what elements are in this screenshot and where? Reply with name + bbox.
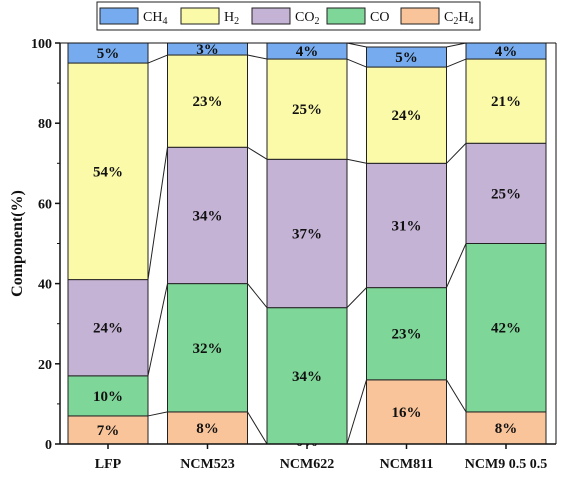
bar-segment-co2-ncm811: [366, 162, 447, 289]
legend-text-part: H: [224, 10, 234, 25]
data-label-ch4-ncm622: 4%: [296, 44, 319, 60]
legend-text-part: C: [444, 10, 453, 25]
connector-line: [147, 411, 168, 417]
y-tick-label: 100: [31, 37, 52, 52]
bar-segment-h2-ncm9-0-5-0-5: [465, 58, 547, 144]
connector-line: [147, 54, 168, 64]
bar-segment-h2-lfp: [67, 62, 149, 281]
data-label-co-lfp: 10%: [93, 389, 123, 405]
connector-line: [247, 411, 268, 445]
y-tick-label: 80: [38, 117, 52, 132]
legend-text-part: CO: [370, 10, 389, 25]
connector-line: [346, 158, 367, 164]
x-tick-label-ncm811: NCM811: [380, 457, 434, 472]
data-label-co-ncm523: 32%: [193, 341, 223, 357]
legend: CH4 H2 CO2 CO C2H4: [96, 1, 481, 31]
legend-text-part: H: [458, 10, 468, 25]
bar-segment-co-lfp: [67, 375, 149, 417]
connector-lines: [147, 42, 467, 445]
x-tick-label-ncm622: NCM622: [280, 457, 334, 472]
legend-label-3: CO: [370, 10, 389, 25]
axes: 0 20 40 60 80 100 LFP NCM523 NCM622 NCM811 NCM9 0.…: [31, 37, 557, 472]
data-label-co2-ncm523: 34%: [193, 208, 223, 224]
legend-swatch-0: [99, 7, 139, 25]
data-label-h2-ncm9-0-5-0-5: 21%: [491, 94, 521, 110]
connector-line: [346, 287, 367, 309]
data-label-co2-lfp: 24%: [93, 321, 123, 337]
bar-segment-co2-ncm622: [266, 158, 348, 309]
bar-segment-h2-ncm622: [266, 58, 348, 160]
connector-line: [247, 54, 268, 60]
y-tick-label: 40: [38, 278, 52, 293]
bar-segment-co-ncm622: [266, 307, 348, 445]
data-label-co-ncm811: 23%: [392, 327, 422, 343]
connector-line: [446, 243, 467, 288]
legend-swatch-1: [180, 7, 220, 25]
data-label-h2-ncm523: 23%: [193, 94, 223, 110]
bar-segment-co-ncm811: [366, 287, 447, 381]
data-label-co2-ncm811: 31%: [392, 218, 422, 234]
data-label-ch4-ncm811: 5%: [395, 50, 418, 66]
bar-segment-c2h4-ncm811: [366, 379, 447, 445]
x-tick-label-ncm523: NCM523: [180, 457, 234, 472]
x-tick-label-ncm9-0-5-0-5: NCM9 0.5 0.5: [465, 457, 547, 472]
bar-segment-co2-ncm523: [167, 146, 248, 285]
legend-text-part: 4: [468, 16, 473, 27]
bar-segment-c2h4-ncm9-0-5-0-5: [465, 411, 547, 445]
legend-text-part: CH: [143, 10, 162, 25]
data-label-co2-ncm9-0-5-0-5: 25%: [491, 186, 521, 202]
connector-line: [346, 42, 367, 48]
bar-segment-c2h4-ncm523: [167, 411, 248, 445]
bar-segment-c2h4-lfp: [67, 415, 149, 445]
legend-text-part: CO: [295, 10, 314, 25]
connector-line: [446, 58, 467, 68]
connector-line: [346, 379, 367, 445]
connector-line: [247, 146, 268, 160]
y-axis-title: Component(%): [9, 190, 26, 297]
legend-text-part: 2: [453, 16, 458, 27]
bar-segment-h2-ncm523: [167, 54, 248, 148]
connector-line: [147, 147, 168, 280]
bar-segment-co2-ncm9-0-5-0-5: [465, 142, 547, 244]
connector-line: [147, 283, 168, 376]
connector-line: [247, 283, 268, 308]
legend-text-part: 2: [234, 16, 239, 27]
connector-line: [446, 379, 467, 413]
y-tick-label: 60: [38, 197, 52, 212]
data-label-h2-lfp: 54%: [93, 164, 123, 180]
connector-line: [446, 42, 467, 48]
legend-text-part: 4: [162, 16, 167, 27]
bar-segment-co-ncm9-0-5-0-5: [465, 243, 547, 413]
data-label-co-ncm622: 34%: [292, 369, 322, 385]
data-label-ch4-lfp: 5%: [97, 46, 120, 62]
legend-label-2: CO2: [295, 10, 319, 27]
y-tick-label: 0: [45, 438, 52, 453]
bar-segment-ch4-ncm811: [366, 46, 447, 68]
legend-swatch-3: [326, 7, 366, 25]
data-label-ch4-ncm523: 3%: [196, 42, 219, 58]
data-label-h2-ncm622: 25%: [292, 102, 322, 118]
legend-swatch-4: [400, 7, 440, 25]
bars: 7%10%24%54%5%8%32%34%23%3%0%34%37%25%4%1…: [67, 42, 547, 450]
connector-line: [346, 58, 367, 68]
x-tick-label-lfp: LFP: [95, 457, 122, 472]
data-label-co2-ncm622: 37%: [292, 226, 322, 242]
data-label-c2h4-lfp: 7%: [97, 423, 120, 439]
data-label-co-ncm9-0-5-0-5: 42%: [491, 321, 521, 337]
legend-label-0: CH4: [143, 10, 167, 27]
legend-text-part: 2: [314, 16, 319, 27]
data-label-ch4-ncm9-0-5-0-5: 4%: [495, 44, 518, 60]
legend-label-1: H2: [224, 10, 239, 27]
data-label-c2h4-ncm9-0-5-0-5: 8%: [495, 421, 518, 437]
y-tick-label: 20: [38, 358, 52, 373]
data-label-c2h4-ncm811: 16%: [392, 405, 422, 421]
legend-label-4: C2H4: [444, 10, 473, 27]
data-label-h2-ncm811: 24%: [392, 108, 422, 124]
connector-line: [446, 142, 467, 164]
legend-swatch-2: [251, 7, 291, 25]
data-label-c2h4-ncm523: 8%: [196, 421, 219, 437]
bar-segment-co-ncm523: [167, 283, 248, 413]
